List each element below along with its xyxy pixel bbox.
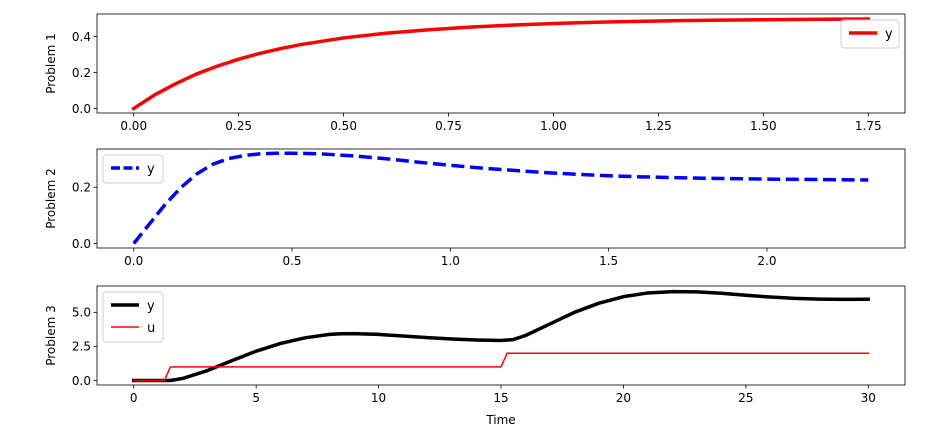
x-tick-label: 2.0 (757, 254, 776, 268)
x-tick-label: 0.00 (120, 119, 147, 133)
x-tick-label: 0.5 (282, 254, 301, 268)
legend-frame (102, 154, 164, 184)
y-axis-label: Problem 2 (44, 168, 58, 229)
subplot-1: 0.00 0.25 0.50 0.75 1.00 1.25 1.50 1.75 0.0 0.2 0.… (44, 13, 906, 133)
legend-label-y: y (147, 162, 155, 177)
legend-label-u: u (147, 321, 155, 336)
legend: yu (102, 291, 164, 343)
x-tick-label: 30 (861, 391, 876, 405)
legend-label-y: y (885, 27, 893, 42)
x-tick-label: 0.0 (124, 254, 143, 268)
series-line-y-3 (131, 289, 871, 383)
x-tick-label: 10 (371, 391, 386, 405)
x-tick-label: 0.50 (330, 119, 357, 133)
x-tick-label: 0.25 (225, 119, 252, 133)
x-axis-label: Time (485, 413, 515, 427)
x-tick-label: 1.75 (855, 119, 882, 133)
y-tick-label: 0.0 (72, 237, 91, 251)
x-tick-label: 20 (616, 391, 631, 405)
y-tick-label: 0.0 (72, 102, 91, 116)
y-tick-label: 5.0 (72, 306, 91, 320)
series-line-u-3 (132, 352, 870, 382)
x-tick-label: 1.0 (441, 254, 460, 268)
x-tick-label: 1.00 (540, 119, 567, 133)
y-axis-label: Problem 1 (44, 33, 58, 94)
x-tick-label: 0 (130, 391, 138, 405)
y-tick-label: 2.5 (72, 340, 91, 354)
series-line-y-2 (132, 151, 869, 245)
x-tick-label: 1.50 (750, 119, 777, 133)
y-tick-label: 0.2 (72, 66, 91, 80)
x-tick-label: 1.5 (599, 254, 618, 268)
y-tick-label: 0.2 (72, 181, 91, 195)
legend-label-y: y (147, 299, 155, 314)
x-tick-label: 1.25 (645, 119, 672, 133)
axes-frame (96, 13, 906, 114)
x-tick-label: 25 (738, 391, 753, 405)
subplot-3: 0 5 10 15 20 25 30 0.0 2.5 5.0 Problem 3 Time yu (44, 285, 906, 427)
y-axis-label: Problem 3 (44, 305, 58, 366)
legend: y (102, 154, 164, 184)
x-tick-label: 0.75 (435, 119, 462, 133)
x-tick-label: 15 (493, 391, 508, 405)
axes-frame (96, 148, 906, 249)
series-line-y-1 (131, 17, 871, 111)
legend: y (840, 19, 900, 49)
y-tick-label: 0.0 (72, 374, 91, 388)
subplot-2: 0.0 0.5 1.0 1.5 2.0 0.0 0.2 Problem 2 y (44, 148, 906, 268)
x-tick-label: 5 (252, 391, 260, 405)
y-tick-label: 0.4 (72, 30, 91, 44)
axes-frame (96, 285, 906, 386)
